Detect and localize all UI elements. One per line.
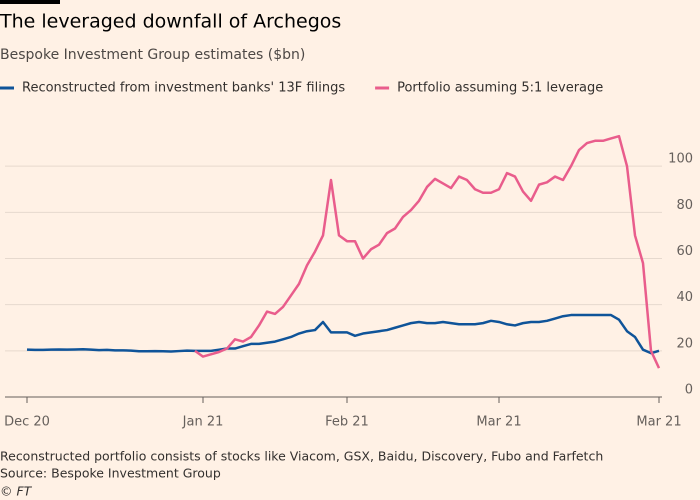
x-tick-label: Mar 21	[476, 415, 521, 430]
copyright: © FT	[0, 484, 33, 499]
y-tick-label: 100	[668, 152, 693, 167]
source: Source: Bespoke Investment Group	[0, 466, 221, 481]
series-line	[26, 313, 660, 355]
y-tick-label: 40	[676, 290, 693, 305]
x-tick-label: Mar 21	[636, 415, 681, 430]
y-tick-label: 80	[676, 198, 693, 213]
chart-title: The leveraged downfall of Archegos	[0, 11, 341, 33]
footnote: Reconstructed portfolio consists of stoc…	[0, 449, 603, 464]
y-tick-label: 0	[685, 383, 693, 398]
x-tick-label: Dec 20	[4, 415, 50, 430]
y-tick-label: 20	[676, 336, 693, 351]
legend-label: Reconstructed from investment banks' 13F…	[22, 81, 345, 96]
y-tick-label: 60	[676, 244, 693, 259]
chart-subtitle: Bespoke Investment Group estimates ($bn)	[0, 47, 305, 63]
x-tick-label: Feb 21	[325, 415, 369, 430]
x-tick-label: Jan 21	[182, 415, 224, 430]
series-line	[194, 134, 661, 369]
brand-bar	[0, 0, 60, 4]
legend-label: Portfolio assuming 5:1 leverage	[397, 81, 603, 96]
